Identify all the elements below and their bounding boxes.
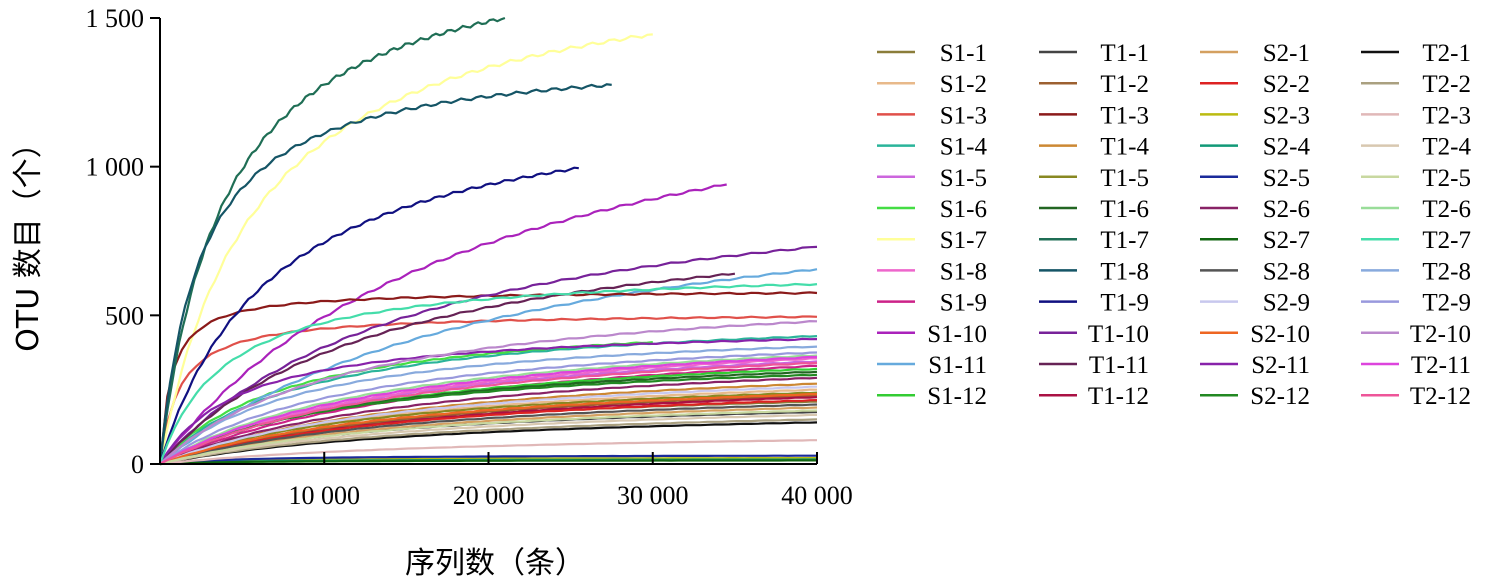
series-line-t2-8 — [159, 345, 818, 465]
legend-label: T1-6 — [1100, 196, 1149, 223]
series-line-t2-4 — [159, 413, 817, 466]
series-lines — [158, 16, 818, 466]
x-tick-label: 20 000 — [453, 481, 525, 510]
series-line-t2-12 — [159, 361, 818, 465]
series-line-t2-5 — [159, 409, 818, 466]
x-axis-title: 序列数（条） — [405, 546, 585, 579]
legend-label: S2-8 — [1263, 258, 1310, 285]
series-line-t1-7 — [158, 16, 506, 465]
y-tick-label: 1 000 — [86, 153, 145, 182]
series-line-t2-6 — [159, 354, 818, 465]
series-line-t1-5 — [159, 391, 818, 466]
y-ticks: 0 500 1 000 1 500 — [86, 4, 160, 479]
x-tick-label: 30 000 — [617, 481, 689, 510]
legend-label: S2-1 — [1263, 40, 1310, 67]
x-tick-label: 10 000 — [289, 481, 361, 510]
series-line-t2-1 — [159, 421, 818, 466]
x-tick-label: 40 000 — [781, 481, 853, 510]
legend-label: T2-5 — [1422, 165, 1471, 192]
legend-label: T1-2 — [1100, 71, 1149, 98]
y-tick-label: 0 — [131, 450, 144, 479]
series-line-s2-10 — [159, 393, 817, 466]
legend-label: T2-2 — [1422, 71, 1471, 98]
legend-label: T1-9 — [1100, 290, 1149, 317]
series-line-s2-11 — [159, 337, 818, 465]
series-line-t1-9 — [158, 166, 579, 465]
legend-label: S2-4 — [1263, 134, 1311, 161]
legend-label: S1-12 — [927, 383, 987, 410]
legend-label: S2-10 — [1250, 321, 1310, 348]
series-line-s1-7 — [158, 33, 653, 465]
legend-label: S2-9 — [1263, 290, 1310, 317]
series-line-s2-6 — [159, 376, 818, 466]
legend-label: T2-12 — [1410, 383, 1471, 410]
legend-label: S2-3 — [1263, 102, 1310, 129]
legend-label: T1-3 — [1100, 102, 1149, 129]
legend-label: S1-2 — [940, 71, 987, 98]
series-line-t2-10 — [159, 319, 818, 465]
legend-label: T2-11 — [1411, 352, 1471, 379]
legend-label: S1-7 — [940, 227, 987, 254]
legend-label: S1-3 — [940, 102, 987, 129]
legend-label: S2-11 — [1251, 352, 1310, 379]
legend-label: S1-1 — [940, 40, 987, 67]
legend-label: T1-1 — [1100, 40, 1149, 67]
legend-label: S1-5 — [940, 165, 987, 192]
legend-label: S2-12 — [1250, 383, 1310, 410]
legend-label: T1-4 — [1100, 134, 1149, 161]
legend-label: T1-5 — [1100, 165, 1149, 192]
series-line-t2-7 — [158, 282, 818, 465]
legend-label: T2-7 — [1422, 227, 1471, 254]
series-line-s1-11 — [159, 268, 818, 465]
legend-label: S2-5 — [1263, 165, 1310, 192]
x-ticks: 10 000 20 000 30 000 40 000 — [289, 452, 853, 510]
legend-label: S1-11 — [928, 352, 987, 379]
legend-label: T2-10 — [1410, 321, 1471, 348]
series-line-t2-9 — [159, 351, 818, 465]
series-line-t2-2 — [159, 418, 818, 466]
legend-label: T1-7 — [1100, 227, 1149, 254]
series-line-s2-9 — [159, 385, 817, 466]
legend-label: S1-9 — [940, 290, 987, 317]
legend-label: S1-10 — [927, 321, 987, 348]
series-line-t1-8 — [158, 83, 612, 465]
y-tick-label: 1 500 — [86, 4, 145, 33]
legend-label: S2-7 — [1263, 227, 1310, 254]
y-axis-title: OTU 数目（个） — [11, 128, 46, 351]
series-line-t1-2 — [159, 394, 817, 466]
legend: S1-1 S1-2 S1-3 S1-4 S1-5 S1-6 S1-7 S1-8 S1-9 S1-1… — [877, 40, 1471, 410]
legend-label: S1-6 — [940, 196, 987, 223]
series-line-t2-3 — [159, 439, 817, 466]
legend-label: T2-9 — [1422, 290, 1471, 317]
legend-label: T1-10 — [1088, 321, 1149, 348]
y-tick-label: 500 — [105, 301, 144, 330]
legend-label: T1-12 — [1088, 383, 1149, 410]
legend-label: S2-6 — [1263, 196, 1310, 223]
series-line-s2-2 — [159, 399, 818, 466]
legend-label: S1-8 — [940, 258, 987, 285]
legend-label: S1-4 — [940, 134, 988, 161]
legend-label: T2-1 — [1422, 40, 1471, 67]
legend-label: T2-4 — [1422, 134, 1471, 161]
legend-label: T2-3 — [1422, 102, 1471, 129]
legend-label: T1-8 — [1100, 258, 1149, 285]
legend-label: T1-11 — [1089, 352, 1149, 379]
series-line-t1-10 — [159, 245, 818, 465]
series-line-t1-11 — [159, 272, 736, 465]
legend-label: S2-2 — [1263, 71, 1310, 98]
legend-label: T2-6 — [1422, 196, 1471, 223]
legend-label: T2-8 — [1422, 258, 1471, 285]
series-line-s1-10 — [159, 183, 727, 465]
series-line-t2-11 — [159, 355, 817, 465]
series-line-s2-8 — [159, 403, 818, 466]
